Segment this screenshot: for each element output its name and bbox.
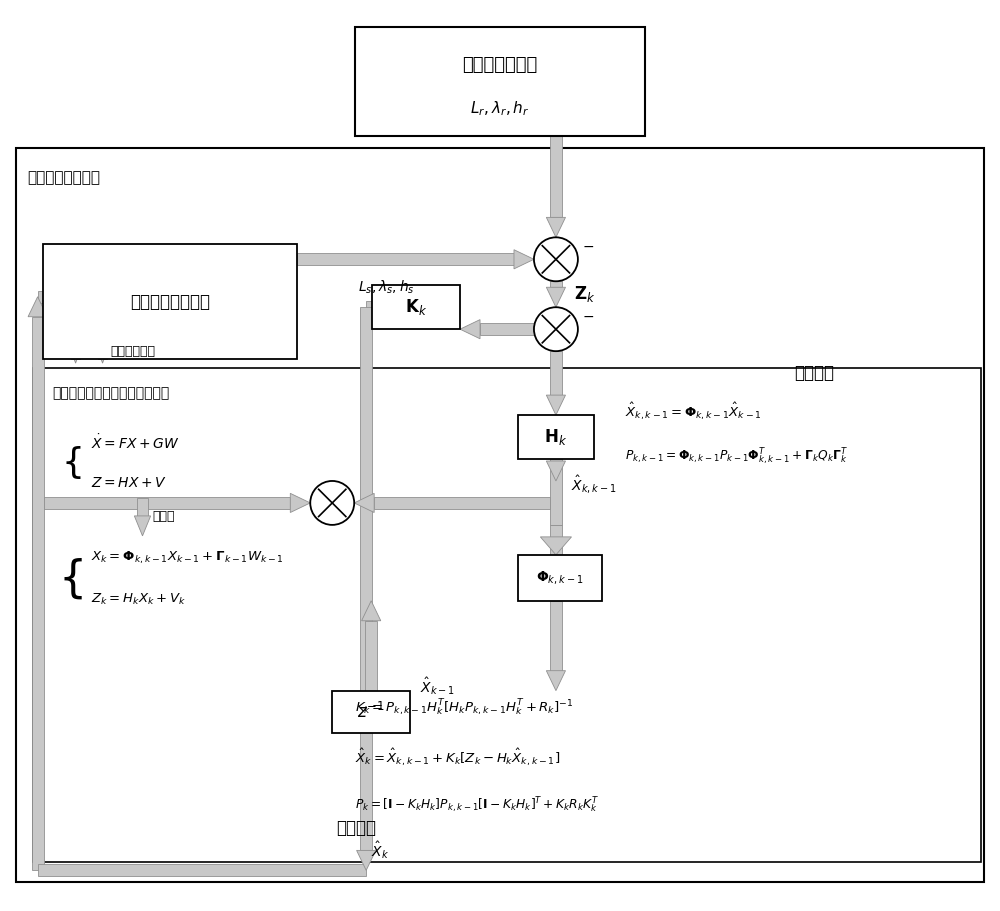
Text: $\mathbf{H}_k$: $\mathbf{H}_k$ [544, 427, 568, 447]
Text: $Z = HX + V$: $Z = HX + V$ [91, 476, 167, 490]
Text: 滤波估计: 滤波估计 [336, 819, 376, 837]
Text: $L_s, \lambda_s, h_s$: $L_s, \lambda_s, h_s$ [358, 279, 415, 296]
Text: 捧联惯性导航系统: 捧联惯性导航系统 [28, 170, 101, 186]
Bar [550, 459, 562, 461]
Text: {: { [58, 558, 87, 600]
Bar [550, 600, 562, 670]
Bar [137, 498, 148, 516]
Bar [16, 148, 984, 883]
Text: $\mathbf{K}_k$: $\mathbf{K}_k$ [405, 297, 427, 317]
Bar [550, 281, 562, 287]
Bar [98, 343, 107, 359]
Polygon shape [68, 343, 83, 363]
Text: $Z_k = H_k X_k + V_k$: $Z_k = H_k X_k + V_k$ [91, 592, 185, 608]
Bar [38, 291, 109, 302]
Bar [352, 706, 372, 718]
Bar [33, 368, 981, 863]
Bar [71, 343, 80, 359]
Circle shape [310, 481, 354, 525]
Circle shape [534, 238, 578, 281]
Polygon shape [546, 395, 566, 415]
Polygon shape [362, 600, 381, 620]
Polygon shape [460, 320, 480, 339]
Polygon shape [134, 516, 151, 536]
Text: {: { [61, 446, 84, 480]
Text: $X_k = \boldsymbol{\Phi}_{k,k-1}X_{k-1} + \boldsymbol{\Gamma}_{k-1}W_{k-1}$: $X_k = \boldsymbol{\Phi}_{k,k-1}X_{k-1} … [91, 549, 284, 566]
Bar [297, 253, 514, 265]
Circle shape [534, 307, 578, 351]
Bar [518, 555, 602, 600]
Text: 离散化: 离散化 [152, 510, 175, 524]
Bar [44, 496, 290, 509]
Bar [355, 26, 645, 137]
Polygon shape [354, 494, 374, 513]
Polygon shape [28, 297, 47, 317]
Bar [550, 351, 562, 395]
Bar [372, 285, 460, 329]
Text: $z^{-1}$: $z^{-1}$ [357, 701, 385, 722]
Bar [480, 323, 534, 335]
Text: $\mathbf{Z}_k$: $\mathbf{Z}_k$ [574, 284, 595, 304]
Polygon shape [546, 218, 566, 238]
Text: 捧联惯性导航算法: 捧联惯性导航算法 [130, 292, 210, 311]
Polygon shape [546, 670, 566, 691]
Polygon shape [546, 287, 566, 307]
Bar [43, 244, 297, 359]
Text: $\hat{X}_k$: $\hat{X}_k$ [371, 840, 389, 861]
Polygon shape [514, 250, 534, 269]
Text: 里程计航位推算: 里程计航位推算 [462, 56, 538, 74]
Bar [550, 459, 562, 525]
Text: $\boldsymbol{\Phi}_{k,k-1}$: $\boldsymbol{\Phi}_{k,k-1}$ [536, 569, 584, 587]
Bar [32, 317, 44, 870]
Polygon shape [332, 702, 352, 722]
Bar [38, 865, 366, 876]
Bar [550, 137, 562, 218]
Polygon shape [95, 343, 110, 363]
Bar [360, 711, 372, 850]
Bar [332, 691, 410, 732]
Text: $\hat{X}_{k,k-1}$: $\hat{X}_{k,k-1}$ [571, 474, 617, 496]
Bar [550, 525, 562, 555]
Text: $P_k = [\mathbf{I} - K_k H_k]P_{k,k-1}[\mathbf{I} - K_k H_k]^T + K_k R_k K_k^T$: $P_k = [\mathbf{I} - K_k H_k]P_{k,k-1}[\… [355, 794, 600, 814]
Text: $-$: $-$ [582, 239, 594, 253]
Text: $\hat{X}_k = \hat{X}_{k,k-1} + K_k[Z_k - H_k\hat{X}_{k,k-1}]$: $\hat{X}_k = \hat{X}_{k,k-1} + K_k[Z_k -… [355, 747, 560, 768]
Bar [365, 620, 377, 691]
Polygon shape [357, 850, 376, 870]
Text: $-$: $-$ [582, 309, 594, 323]
Text: $K_k = P_{k,k-1}H_k^T[H_k P_{k,k-1}H_k^T + R_k]^{-1}$: $K_k = P_{k,k-1}H_k^T[H_k P_{k,k-1}H_k^T… [355, 698, 574, 718]
Text: $L_r, \lambda_r, h_r$: $L_r, \lambda_r, h_r$ [470, 99, 530, 118]
Text: 捧联算法结算中的误差传播方程: 捧联算法结算中的误差传播方程 [53, 386, 170, 400]
Polygon shape [290, 494, 310, 513]
Polygon shape [546, 461, 566, 481]
Bar [374, 496, 550, 509]
Bar [518, 415, 594, 459]
Text: 构造线性模型: 构造线性模型 [111, 344, 156, 358]
Text: $P_{k,k-1} = \boldsymbol{\Phi}_{k,k-1}P_{k-1}\boldsymbol{\Phi}_{k,k-1}^T + \bold: $P_{k,k-1} = \boldsymbol{\Phi}_{k,k-1}P_… [625, 445, 848, 466]
Text: 一步预测: 一步预测 [795, 364, 835, 382]
Text: $\dot{X} = FX + GW$: $\dot{X} = FX + GW$ [91, 434, 179, 453]
Text: $\hat{X}_{k,k-1} = \boldsymbol{\Phi}_{k,k-1}\hat{X}_{k-1}$: $\hat{X}_{k,k-1} = \boldsymbol{\Phi}_{k,… [625, 400, 761, 422]
Text: $\hat{X}_{k-1}$: $\hat{X}_{k-1}$ [420, 676, 455, 698]
Bar [366, 302, 372, 313]
Bar [360, 307, 372, 711]
Polygon shape [540, 537, 572, 555]
